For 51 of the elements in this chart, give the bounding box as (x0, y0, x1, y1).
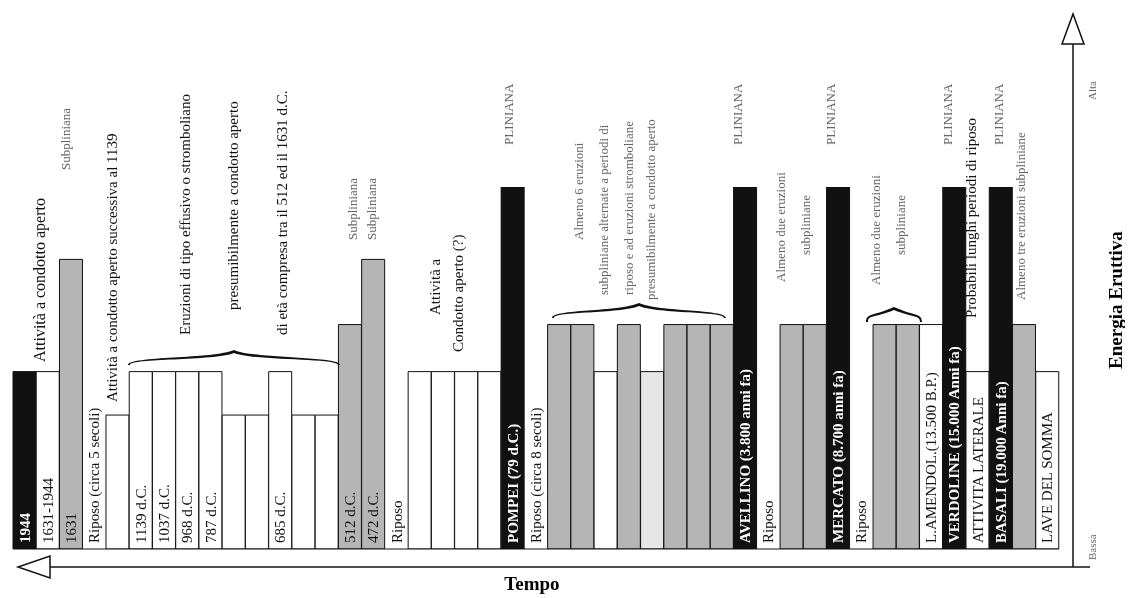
text: Subpliniana (58, 107, 73, 170)
x-tick-label: L.AMENDOL.(13.500 B.P.) (923, 372, 941, 543)
annotation: Condotto aperto (?) (450, 234, 467, 352)
annotation: Attività a condotto aperto (31, 198, 49, 362)
x-tick-label: Riposo (853, 500, 870, 543)
annotation: Almeno 6 eruzioni (571, 142, 586, 240)
annotation: subpliniane alternate a periodi di (596, 124, 611, 295)
x-tick-label: 472 d.C. (365, 491, 382, 543)
x-tick-label: 787 d.C. (202, 491, 219, 543)
x-tick-label: 1037 d.C. (156, 484, 173, 543)
x-tick-label: BASALI (19.000 Anni fa) (992, 381, 1010, 543)
x-tick-label: LAVE DEL SOMMA (1039, 411, 1056, 543)
annotation: subpliniane (893, 194, 908, 255)
annotation: Almeno due eruzioni (773, 171, 788, 282)
x-tick-label: MERCATO (8.700 anni fa) (830, 370, 848, 543)
annotation: Eruzioni di tipo effusivo o stromboliano (177, 94, 193, 335)
annotation: di età compresa tra il 512 ed il 1631 d.C. (274, 90, 290, 335)
annotation: Attività a (427, 258, 443, 315)
annotation: Probabili lunghi periodi di riposo (963, 118, 979, 318)
x-tick-label: Riposo (760, 500, 777, 543)
x-tick-label: 1944 (16, 512, 33, 543)
annotation: Subpliniana (345, 177, 360, 240)
text: PLINIANA (823, 83, 838, 145)
annotation: subpliniane (798, 194, 813, 255)
x-tick-label: ATTIVITA LATERALE (969, 397, 986, 543)
text: PLINIANA (991, 83, 1006, 145)
x-tick-label: AVELLINO (3.800 anni fa) (737, 369, 755, 543)
annotation: riposo e ad eruzioni stromboliane (621, 120, 636, 295)
x-tick-label: 512 d.C. (342, 491, 359, 543)
x-tick-label: Riposo (circa 8 secoli) (528, 407, 545, 543)
text: PLINIANA (940, 83, 955, 145)
annotation: presumibilmente a condotto aperto (225, 101, 241, 310)
text: PLINIANA (501, 83, 516, 145)
x-tick-label: 1139 d.C. (132, 484, 149, 543)
text: PLINIANA (730, 83, 745, 145)
annotation: Attività a condotto aperto successiva al 1139 (104, 133, 120, 402)
x-tick-label: 968 d.C. (179, 491, 196, 543)
x-tick-label: POMPEI (79 d.C.) (504, 423, 522, 543)
annotation: Almeno tre eruzioni subpliniane (1013, 131, 1028, 300)
x-tick-label: Riposo (388, 500, 405, 543)
annotation: presumibilmente a condotto aperto (643, 119, 658, 300)
x-tick-label: VERDOLINE (15.000 Anni fa) (946, 346, 964, 543)
x-tick-label: 1631-1944 (39, 477, 56, 543)
annotation: Almeno due eruzioni (868, 174, 883, 285)
text: Alta (1086, 80, 1098, 100)
x-tick-label: 685 d.C. (272, 491, 289, 543)
x-axis-title: Tempo (504, 573, 560, 594)
x-tick-label: Riposo (circa 5 secoli) (86, 407, 104, 543)
x-tick-label: 1631 (63, 513, 80, 543)
text: Bassa (1086, 534, 1098, 560)
annotation: Subpliniana (364, 177, 379, 240)
